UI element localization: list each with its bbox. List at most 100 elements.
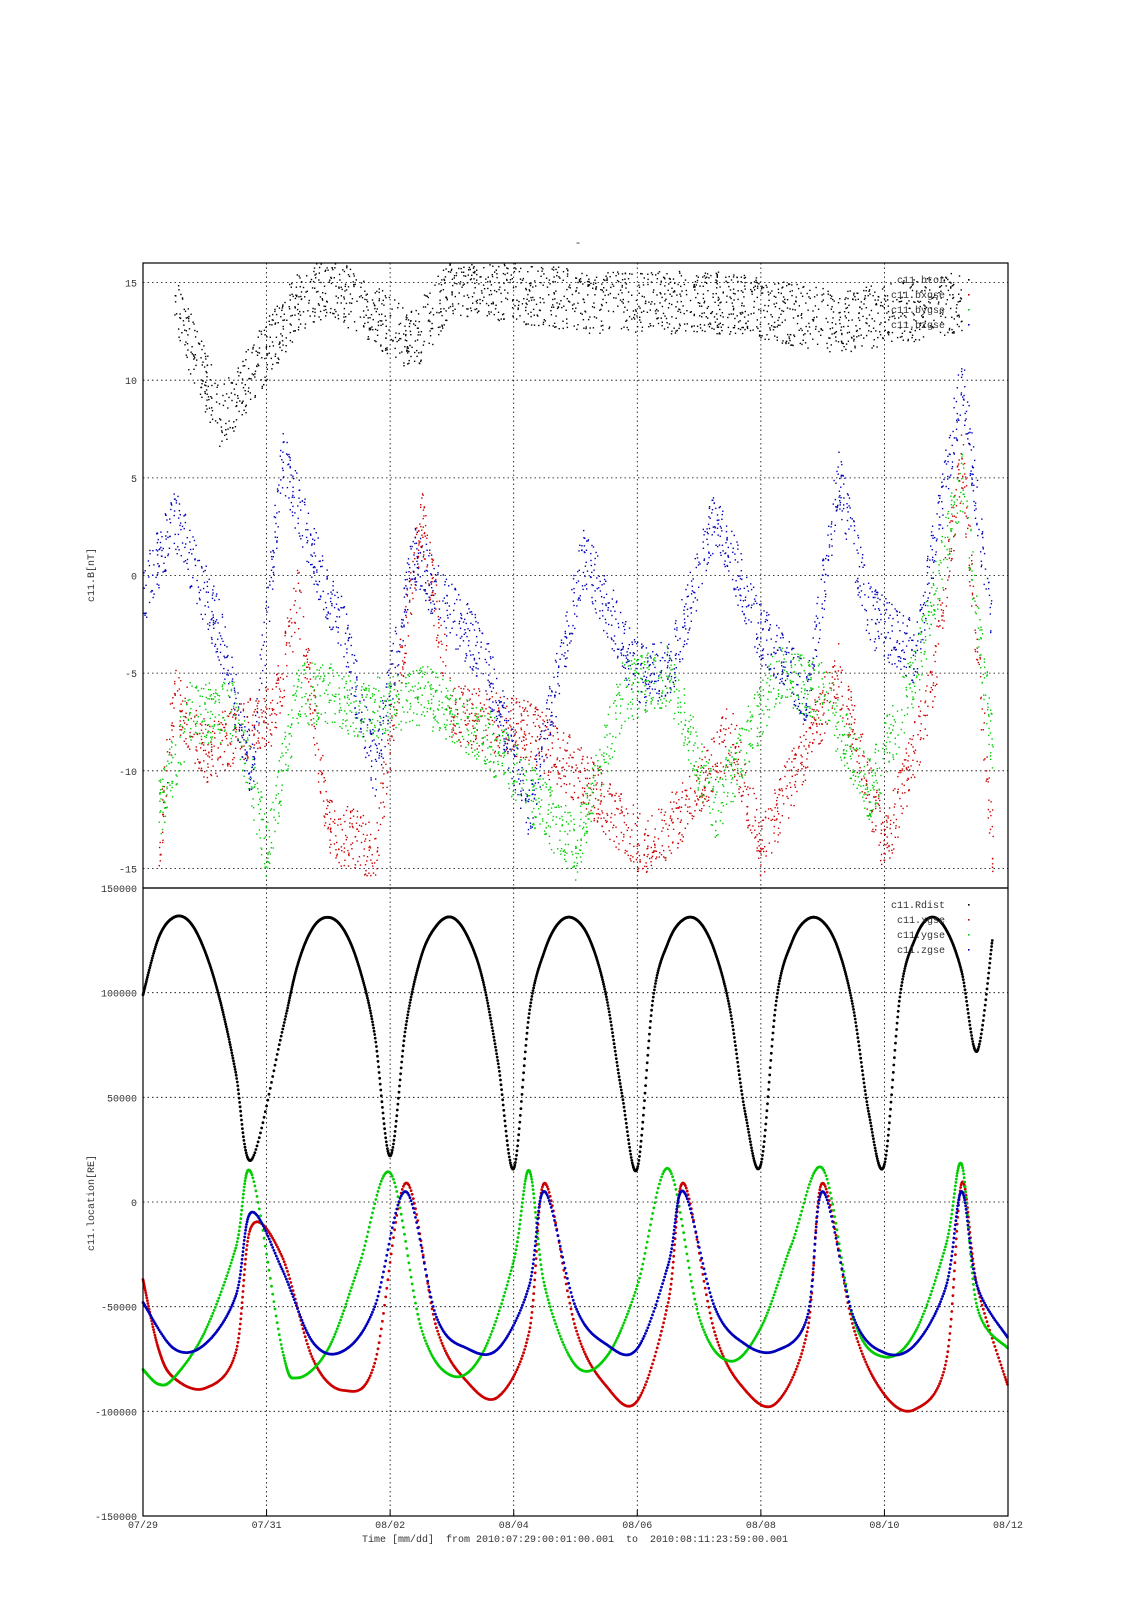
b-field-point [274, 819, 277, 821]
b-field-point [406, 700, 409, 702]
b-field-point [348, 853, 350, 856]
b-field-point [801, 783, 803, 786]
b-field-point [897, 791, 899, 793]
b-field-point [964, 512, 966, 514]
b-field-point [237, 738, 239, 741]
b-field-point [243, 745, 245, 747]
b-field-point [776, 799, 778, 802]
b-field-point [586, 756, 588, 758]
b-field-point [211, 713, 214, 716]
b-field-point [388, 692, 390, 695]
b-field-point [360, 689, 363, 691]
b-field-point [373, 693, 375, 696]
b-field-point [578, 279, 581, 281]
b-field-point [654, 843, 656, 845]
b-field-point [427, 580, 429, 582]
b-field-point [476, 302, 478, 304]
b-field-point [536, 736, 539, 738]
b-field-point [870, 330, 872, 333]
b-field-point [638, 284, 640, 286]
b-field-point [665, 859, 667, 861]
b-field-point [771, 852, 773, 854]
b-field-point [268, 315, 271, 317]
b-field-point [898, 826, 900, 828]
b-field-point [866, 761, 869, 763]
b-field-point [363, 855, 365, 857]
b-field-point [162, 801, 165, 804]
b-field-point [481, 743, 483, 745]
b-field-point [520, 282, 522, 284]
b-field-point [702, 276, 704, 278]
b-field-point [260, 854, 263, 856]
b-field-point [329, 852, 332, 854]
b-field-point [615, 297, 617, 299]
b-field-point [850, 691, 852, 693]
b-field-point [261, 357, 263, 359]
b-field-point [666, 273, 668, 275]
b-field-point [801, 768, 803, 770]
b-field-point [282, 344, 284, 346]
b-field-point [568, 301, 571, 303]
b-field-point [776, 810, 779, 813]
b-field-point [281, 784, 283, 786]
b-field-point [222, 394, 224, 397]
b-field-point [621, 284, 623, 287]
b-field-point [532, 308, 535, 311]
b-field-point [886, 836, 888, 838]
b-field-point [257, 747, 259, 750]
b-field-point [510, 750, 512, 752]
b-field-point [860, 736, 863, 738]
b-field-point [270, 702, 272, 704]
b-field-point [376, 851, 378, 853]
b-field-point [318, 304, 320, 306]
b-field-point [680, 806, 683, 808]
b-field-point [314, 274, 316, 276]
b-field-point [949, 521, 951, 524]
b-field-point [417, 549, 420, 551]
b-field-point [768, 299, 770, 301]
b-field-point [568, 734, 571, 736]
b-field-point [701, 789, 704, 791]
b-field-point [623, 326, 625, 328]
b-field-point [530, 299, 533, 301]
b-field-point [467, 274, 469, 276]
b-field-point [263, 384, 265, 386]
b-field-point [321, 771, 323, 774]
b-field-point [229, 733, 232, 735]
b-field-point [510, 726, 512, 728]
b-field-point [280, 333, 282, 335]
b-field-point [821, 329, 824, 331]
b-field-point [707, 290, 709, 292]
b-field-point [667, 307, 670, 309]
b-field-point [233, 388, 235, 390]
b-field-point [349, 810, 352, 813]
b-field-point [195, 709, 197, 712]
b-field-point [252, 787, 254, 789]
b-field-point [641, 295, 643, 297]
b-field-point [545, 277, 548, 279]
b-field-point [162, 815, 165, 818]
b-field-point [273, 816, 275, 818]
b-field-point [434, 690, 437, 692]
b-field-point [769, 329, 771, 331]
b-field-point [161, 828, 164, 831]
b-field-point [429, 541, 431, 544]
b-field-point [401, 645, 403, 647]
b-field-point [707, 749, 709, 752]
b-field-point [760, 864, 762, 866]
b-field-point [385, 347, 387, 350]
b-field-point [743, 296, 745, 298]
b-field-point [991, 863, 994, 865]
b-field-point [813, 717, 815, 719]
b-field-point [713, 740, 716, 743]
b-field-point [593, 306, 596, 309]
b-field-point [781, 287, 783, 289]
b-field-point [525, 738, 527, 740]
b-field-point [299, 589, 301, 591]
b-field-point [911, 296, 913, 298]
b-field-point [799, 736, 801, 738]
b-field-point [715, 313, 718, 315]
b-field-point [761, 819, 764, 822]
b-field-point [182, 715, 185, 718]
b-field-point [689, 311, 692, 313]
